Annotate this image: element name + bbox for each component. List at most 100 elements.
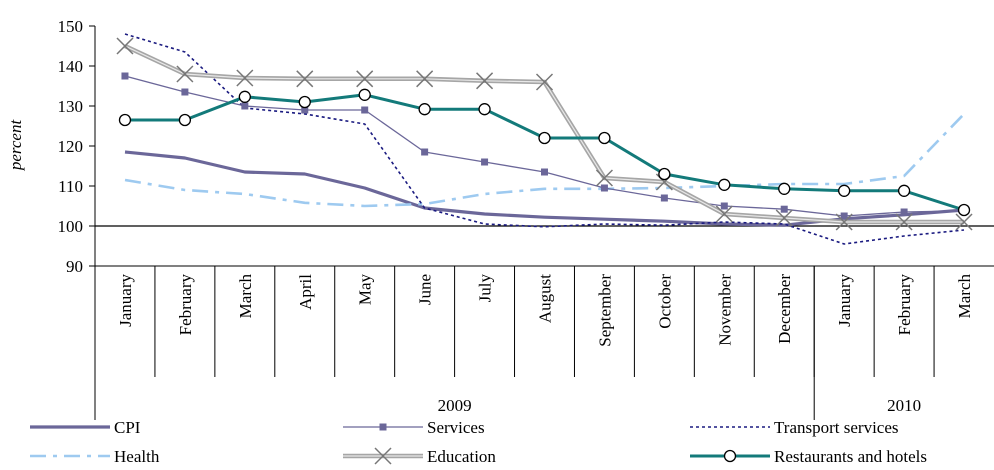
legend-item-health: Health: [30, 447, 160, 466]
legend-marker: [374, 447, 392, 465]
legend-item-cpi: CPI: [30, 418, 141, 437]
data-point: [895, 213, 913, 231]
data-point: [718, 178, 731, 191]
axes-frame: [89, 25, 994, 420]
legend-item-services: Services: [343, 418, 485, 437]
data-point: [957, 203, 971, 217]
data-point: [720, 202, 728, 210]
legend: CPI Services Transport services Health Educa…: [30, 418, 927, 466]
data-point: [900, 208, 908, 216]
series-restaurants-and-hotels: [118, 88, 971, 217]
y-tick-label: 90: [66, 257, 83, 276]
x-tick-label: May: [356, 274, 375, 306]
series-layer: [116, 33, 973, 245]
x-tick-label: August: [536, 274, 555, 323]
data-point: [358, 88, 371, 101]
data-point: [176, 65, 194, 83]
x-stroke: [296, 70, 314, 88]
x-tick-label: October: [655, 274, 674, 329]
legend-item-restaurants-and-hotels: Restaurants and hotels: [690, 447, 927, 466]
legend-label: Health: [114, 447, 160, 466]
x-stroke: [595, 169, 613, 187]
data-point: [298, 95, 311, 109]
series-education: [116, 37, 973, 231]
data-point: [840, 212, 848, 220]
data-point: [535, 73, 554, 91]
data-point: [181, 88, 189, 96]
data-point: [780, 205, 788, 213]
y-tick-label: 130: [58, 97, 84, 116]
y-tick-label: 120: [58, 137, 84, 156]
data-point: [118, 113, 132, 127]
data-point: [600, 184, 608, 192]
x-stroke: [835, 213, 853, 231]
x-tick-label: July: [476, 274, 495, 303]
x-stroke: [374, 447, 392, 465]
data-point: [121, 72, 129, 80]
x-stroke: [356, 70, 374, 88]
year-label: 2010: [887, 396, 921, 415]
series-line: [124, 33, 965, 245]
series-services: [121, 72, 968, 220]
data-point: [775, 209, 793, 227]
y-axis-label: percent: [6, 119, 25, 172]
data-point: [660, 194, 668, 202]
data-point: [418, 103, 431, 116]
series-health: [124, 113, 965, 208]
series-line: [124, 113, 965, 208]
data-point: [541, 168, 548, 176]
legend-label: CPI: [114, 418, 141, 437]
x-stroke: [895, 213, 913, 231]
data-point: [421, 148, 429, 156]
data-point: [481, 158, 489, 166]
x-tick-label: June: [416, 274, 435, 305]
x-tick-label: April: [296, 274, 315, 310]
legend-label: Services: [427, 418, 485, 437]
data-point: [598, 131, 611, 145]
data-point: [478, 103, 491, 116]
legend-marker: [723, 449, 737, 463]
x-stroke: [236, 69, 254, 87]
y-tick-label: 150: [58, 17, 84, 36]
x-stroke: [176, 65, 194, 83]
data-point: [238, 90, 251, 103]
data-point: [835, 213, 853, 231]
data-point: [116, 37, 134, 55]
y-tick-label: 110: [58, 177, 83, 196]
x-stroke: [715, 205, 733, 223]
data-point: [236, 69, 254, 87]
data-point: [955, 213, 973, 231]
data-point: [178, 113, 192, 127]
series-transport-services: [124, 33, 965, 245]
x-stroke: [535, 73, 554, 91]
data-point: [476, 72, 494, 90]
x-stroke: [476, 72, 494, 90]
x-stroke: [116, 37, 134, 55]
y-tick-label: 100: [58, 217, 84, 236]
data-point: [595, 169, 613, 187]
data-point: [301, 106, 309, 114]
x-tick-label: March: [955, 274, 974, 319]
data-point: [416, 70, 434, 88]
data-point: [538, 131, 551, 145]
x-stroke: [775, 209, 793, 227]
data-point: [838, 184, 851, 197]
x-tick-label: December: [775, 274, 794, 344]
x-tick-label: November: [715, 274, 734, 346]
x-tick-label: March: [236, 274, 255, 319]
x-tick-label: January: [116, 274, 135, 327]
y-tick-label: 140: [58, 57, 84, 76]
x-stroke: [955, 213, 973, 231]
data-point: [361, 106, 369, 114]
data-point: [658, 167, 671, 181]
legend-item-education: Education: [343, 447, 496, 466]
year-label: 2009: [438, 396, 472, 415]
data-point: [897, 184, 911, 197]
legend-label: Transport services: [774, 418, 899, 437]
data-point: [356, 70, 374, 88]
x-tick-label: February: [176, 274, 195, 336]
data-point: [241, 102, 249, 110]
tick-labels: 90 100 110 120 130 140 150 January February March…: [58, 17, 975, 415]
data-point: [778, 182, 791, 195]
